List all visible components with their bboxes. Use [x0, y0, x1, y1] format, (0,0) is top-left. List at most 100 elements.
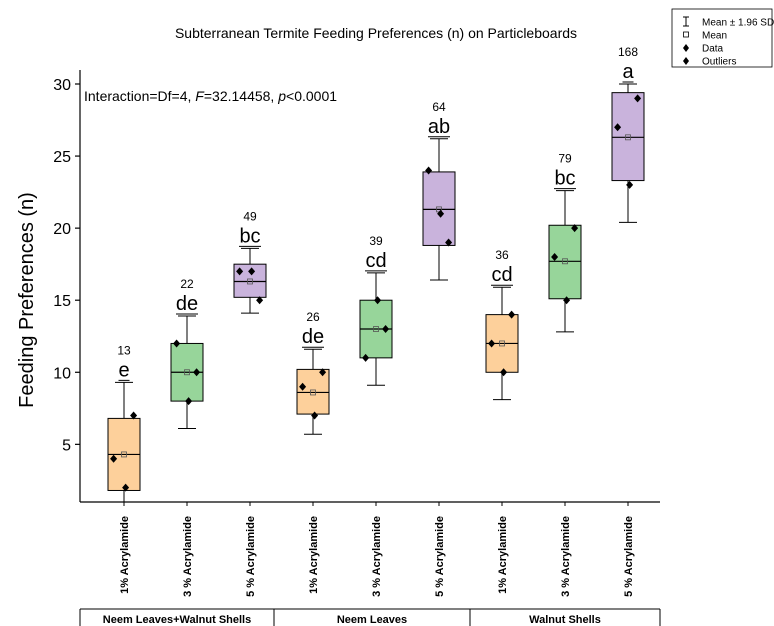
legend-label: Data — [702, 44, 724, 55]
chart-title: Subterranean Termite Feeding Preferences… — [175, 25, 577, 41]
x-category-label: 3 % Acrylamide — [182, 516, 194, 597]
mean-marker — [310, 389, 316, 396]
sample-size-label: 22 — [180, 277, 194, 291]
data-point — [362, 353, 370, 362]
significance-letter: bc — [554, 168, 575, 190]
data-point — [614, 123, 622, 132]
data-point — [173, 339, 181, 348]
box-4: 26 de — [296, 310, 330, 435]
box-2: 22 de — [170, 277, 204, 429]
box-7: 36 cd — [485, 248, 519, 401]
legend: Mean ± 1.96 SD Mean Data Outliers — [671, 8, 774, 68]
annotation-p-value: <0.0001 — [286, 88, 337, 104]
sample-size-label: 79 — [558, 152, 572, 166]
data-point — [185, 397, 193, 406]
x-category-label: 1% Acrylamide — [308, 516, 320, 594]
y-tick-label: 20 — [53, 221, 71, 238]
data-point — [445, 238, 453, 247]
data-point — [122, 483, 130, 492]
group-label: Neem Leaves+Walnut Shells — [103, 614, 251, 626]
significance-letter: cd — [491, 264, 512, 286]
mean-marker — [562, 258, 568, 265]
x-category-label: 3 % Acrylamide — [371, 516, 383, 597]
legend-mean-icon — [683, 31, 689, 38]
mean-marker — [184, 369, 190, 376]
group-label: Neem Leaves — [337, 614, 407, 626]
data-point — [551, 252, 559, 261]
data-point — [382, 325, 390, 334]
y-axis-label: Feeding Preferences (n) — [16, 192, 38, 408]
legend-box — [671, 8, 773, 68]
legend-diamond-icon — [683, 44, 689, 52]
y-tick-label: 15 — [53, 293, 71, 310]
significance-letter: ab — [428, 116, 450, 138]
mean-marker — [499, 340, 505, 347]
significance-letter: cd — [365, 250, 386, 272]
legend-label: Outliers — [702, 57, 736, 68]
data-point — [374, 296, 382, 305]
annotation-f-value: =32.14458, — [204, 88, 278, 104]
x-category-label: 1% Acrylamide — [119, 516, 131, 594]
box-plots: 13 e 22 de 49 bc 26 de 39 cd 64 ab 36 cd 79 bc 168 a — [107, 45, 645, 502]
y-tick-label: 25 — [53, 149, 71, 166]
annotation-f-label: F — [195, 88, 205, 104]
annotation-prefix: Interaction=Df=4, — [84, 88, 195, 104]
sample-size-label: 64 — [432, 100, 446, 114]
mean-marker — [247, 278, 253, 285]
legend-diamond-icon — [683, 57, 689, 65]
y-tick-label: 10 — [53, 365, 71, 382]
box-8: 79 bc — [548, 152, 582, 333]
data-point — [236, 267, 244, 276]
data-point — [626, 180, 634, 189]
y-axis-ticks: 5 10 15 20 25 30 — [53, 77, 80, 454]
significance-letter: e — [118, 359, 129, 381]
data-point — [571, 224, 579, 233]
sample-size-label: 13 — [117, 343, 131, 357]
statistics-annotation: Interaction=Df=4, F=32.14458, p<0.0001 — [84, 88, 337, 104]
significance-letter: bc — [239, 225, 260, 247]
box-rect — [422, 171, 456, 246]
x-category-label: 5 % Acrylamide — [434, 516, 446, 597]
data-point — [425, 166, 433, 175]
sample-size-label: 26 — [306, 310, 320, 324]
sample-size-label: 36 — [495, 248, 509, 262]
data-point — [500, 368, 508, 377]
x-category-labels: 1% Acrylamide 3 % Acrylamide 5 % Acrylamid… — [119, 502, 635, 597]
significance-letter: de — [302, 326, 324, 348]
mean-marker — [625, 134, 631, 141]
sample-size-label: 168 — [618, 45, 638, 59]
data-point — [634, 94, 642, 103]
x-category-label: 5 % Acrylamide — [623, 516, 635, 597]
data-point — [488, 339, 496, 348]
data-point — [193, 368, 201, 377]
box-6: 64 ab — [422, 100, 456, 281]
box-1: 13 e — [107, 343, 141, 502]
data-point — [437, 209, 445, 218]
data-point — [256, 296, 264, 305]
annotation-p-label: p — [277, 88, 286, 104]
data-point — [130, 411, 138, 420]
data-point — [299, 382, 307, 391]
sample-size-label: 49 — [243, 209, 257, 223]
y-tick-label: 30 — [53, 77, 71, 94]
data-point — [311, 411, 319, 420]
data-point — [248, 267, 256, 276]
legend-label: Mean — [702, 31, 727, 42]
data-point — [319, 368, 327, 377]
box-9: 168 a — [611, 45, 645, 223]
box-rect — [296, 368, 330, 415]
data-point — [508, 310, 516, 319]
group-label: Walnut Shells — [529, 614, 601, 626]
sample-size-label: 39 — [369, 234, 383, 248]
significance-letter: de — [176, 293, 198, 315]
box-rect — [548, 224, 582, 300]
data-point — [563, 296, 571, 305]
significance-letter: a — [622, 61, 634, 83]
box-5: 39 cd — [359, 234, 393, 386]
box-3: 49 bc — [233, 209, 267, 314]
x-category-label: 3 % Acrylamide — [560, 516, 572, 597]
box-rect — [611, 92, 645, 182]
x-group-labels: Neem Leaves+Walnut Shells Neem Leaves Waln… — [79, 608, 661, 626]
x-category-label: 5 % Acrylamide — [245, 516, 257, 597]
